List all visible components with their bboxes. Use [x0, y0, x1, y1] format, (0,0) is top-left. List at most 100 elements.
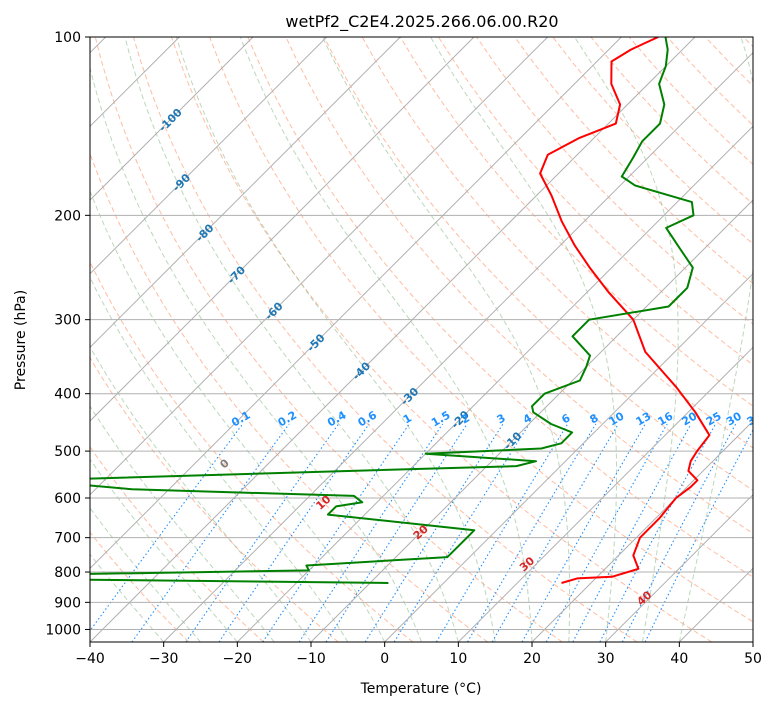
mixing-ratio-label: 20: [679, 409, 699, 428]
y-tick-label: 900: [54, 595, 81, 611]
y-tick-label: 100: [54, 30, 81, 46]
mixing-ratio-label: 13: [634, 410, 654, 429]
dry-adiabat: [514, 37, 753, 285]
mixing-ratio-label: 16: [656, 409, 676, 428]
isotherm-line: [90, 37, 696, 642]
x-tick-label: 10: [449, 651, 467, 667]
x-tick-label: 30: [597, 651, 615, 667]
isotherm-line: [236, 125, 753, 642]
isotherm-line: [678, 567, 753, 642]
moist-adiabat: [430, 37, 617, 642]
isotherm-line: [752, 641, 753, 642]
isotherm-line: [90, 37, 254, 201]
temperature-profile: [539, 37, 711, 584]
x-tick-label: 50: [744, 651, 762, 667]
mixing-ratio-label: 0.6: [356, 408, 380, 429]
theta-label: 40: [634, 588, 654, 608]
dry-adiabat: [132, 37, 638, 642]
mixing-ratio-label: 1.5: [429, 408, 452, 429]
mixing-ratio-line: [491, 423, 619, 642]
x-tick-label: −40: [75, 651, 105, 667]
plot-frame: [89, 36, 754, 643]
dry-adiabat: [590, 37, 753, 205]
dry-adiabat: [90, 356, 339, 642]
x-tick-label: 40: [670, 651, 688, 667]
x-tick-label: −10: [296, 651, 326, 667]
mixing-ratio-lines: [90, 423, 753, 642]
dry-adiabat: [666, 37, 753, 126]
mixing-ratio-label: 1: [401, 411, 414, 426]
dewpoint-profile: [90, 37, 695, 584]
y-axis-title: Pressure (hPa): [13, 290, 29, 390]
mixing-ratio-line: [545, 423, 668, 642]
mixing-ratio-label: 36: [745, 409, 765, 428]
dry-adiabat: [323, 37, 753, 491]
y-tick-label: 500: [54, 444, 81, 460]
theta-label: 0: [217, 456, 232, 471]
mixing-ratio-line: [572, 423, 692, 642]
chart-title: wetPf2_C2E4.2025.266.06.00.R20: [285, 12, 558, 32]
dry-adiabat: [743, 37, 753, 48]
mixing-ratio-label: 30: [724, 409, 744, 428]
mixing-ratio-line: [131, 423, 290, 642]
isotherm-line: [384, 272, 753, 642]
x-axis-title: Temperature (°C): [360, 681, 482, 697]
moist-adiabat: [90, 189, 386, 642]
mixing-ratio-label: 3: [495, 411, 508, 426]
dry-adiabats: [90, 37, 753, 642]
moist-adiabat: [90, 65, 422, 642]
isotherm-line: [90, 37, 328, 275]
isotherm-line: [90, 37, 622, 570]
y-axis: 100 200 300 400 500 600 700 800 900 1000: [45, 30, 90, 638]
dry-adiabat: [285, 37, 753, 535]
isotherm-line: [531, 420, 753, 642]
moist-adiabat: [239, 37, 533, 642]
dry-adiabat: [94, 37, 563, 642]
moist-adiabat: [90, 458, 238, 642]
dry-adiabat: [247, 37, 753, 578]
theta-label: 30: [517, 554, 537, 574]
mixing-ratio-label: 0.1: [229, 408, 252, 429]
x-tick-label: −30: [149, 651, 179, 667]
mixing-ratio-line: [599, 423, 716, 642]
y-tick-label: 200: [54, 208, 81, 224]
dry-adiabat: [90, 531, 190, 642]
isotherm-line: [605, 493, 753, 642]
dry-adiabat: [552, 37, 753, 245]
mixing-ratio-label: 4: [521, 411, 534, 426]
mixing-ratio-line: [521, 423, 646, 642]
dry-adiabat: [90, 260, 414, 642]
y-tick-label: 700: [54, 531, 81, 547]
moist-adiabat: [175, 37, 496, 642]
isotherm-line: [90, 37, 401, 349]
mixing-ratio-label: 6: [559, 411, 572, 426]
dry-adiabat: [437, 37, 753, 366]
mixing-ratio-line: [218, 423, 370, 642]
isotherm-labels: -100-90-80-70-60-50-40-30-20-10: [156, 106, 524, 453]
x-tick-label: −20: [223, 651, 253, 667]
isotherm-line: [457, 346, 753, 642]
mixing-ratio-line: [262, 423, 410, 642]
isotherm-line: [163, 51, 753, 642]
mixing-ratio-line: [393, 423, 530, 642]
mixing-ratio-line: [364, 423, 504, 642]
mixing-ratio-line: [621, 423, 737, 642]
y-tick-label: 800: [54, 565, 81, 581]
x-axis: −40 −30 −20 −10 0 10 20 30 40 50: [75, 642, 762, 667]
moist-adiabat: [90, 405, 275, 642]
moist-adiabat: [574, 37, 679, 642]
y-tick-label: 1000: [45, 622, 81, 638]
moist-adiabat: [678, 37, 753, 642]
isobar-gridlines: [90, 37, 753, 630]
mixing-ratio-line: [185, 423, 340, 642]
moist-adiabat: [90, 276, 349, 642]
moist-adiabat: [322, 37, 571, 642]
mixing-ratio-label: 8: [588, 411, 601, 426]
mixing-ratio-line: [644, 428, 753, 642]
mixing-ratio-line: [467, 423, 597, 642]
isotherm-label: -100: [156, 106, 185, 135]
x-tick-label: 0: [380, 651, 389, 667]
moist-adiabat: [90, 345, 312, 642]
y-tick-label: 600: [54, 491, 81, 507]
isotherm-gridlines: [90, 37, 753, 642]
